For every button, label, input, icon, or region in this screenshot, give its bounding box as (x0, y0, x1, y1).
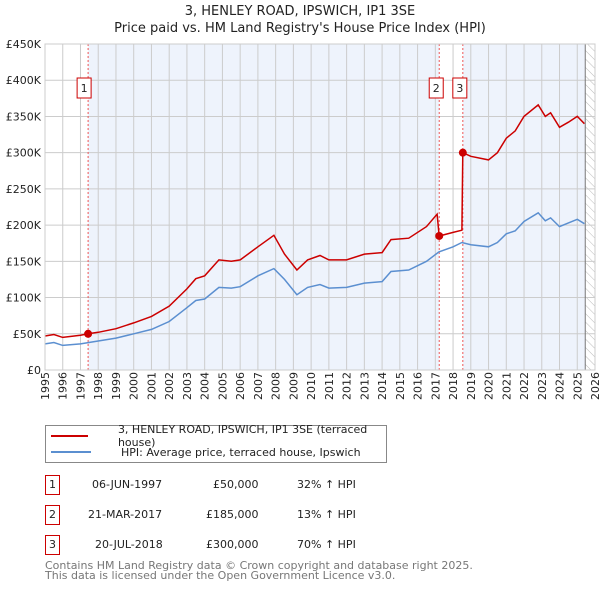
sale-label: 1 (81, 82, 88, 95)
sale-date: 06-JUN-1997 (92, 478, 163, 491)
legend-item-hpi: HPI: Average price, terraced house, Ipsw… (46, 444, 361, 460)
sale-point (84, 329, 93, 338)
x-tick-label: 2020 (483, 372, 496, 400)
sale-marker: 2 (45, 505, 60, 525)
x-tick-label: 2001 (145, 372, 158, 400)
x-tick-label: 2021 (500, 372, 513, 400)
x-tick-label: 2010 (305, 372, 318, 400)
x-tick-label: 2014 (376, 372, 389, 400)
y-tick-label: £100K (6, 292, 42, 305)
plot-border (44, 43, 596, 371)
sale-hpi: 13% ↑ HPI (297, 508, 356, 521)
x-tick-label: 2013 (358, 372, 371, 400)
sale-label-box (428, 77, 444, 99)
x-tick-label: 2024 (554, 372, 567, 400)
sale-label: 3 (456, 82, 463, 95)
sale-point (435, 231, 444, 240)
legend-line-blue (51, 451, 91, 453)
x-tick-label: 2022 (518, 372, 531, 400)
series-line-hpi (44, 211, 585, 347)
sale-hpi: 32% ↑ HPI (297, 478, 356, 491)
forecast-hatch (585, 44, 595, 370)
x-tick-label: 2015 (394, 372, 407, 400)
sale-price: £300,000 (206, 538, 259, 551)
sale-date: 21-MAR-2017 (88, 508, 163, 521)
x-tick-label: 2009 (287, 372, 300, 400)
sale-price: £50,000 (213, 478, 259, 491)
y-tick-label: £300K (6, 147, 42, 160)
footer-line: This data is licensed under the Open Gov… (45, 569, 396, 582)
sale-price: £185,000 (206, 508, 259, 521)
footer: Contains HM Land Registry data © Crown c… (45, 559, 473, 582)
sale-marker: 1 (45, 475, 60, 495)
y-tick-label: £0 (27, 364, 41, 377)
x-tick-label: 2018 (447, 372, 460, 400)
sale-hpi: 70% ↑ HPI (297, 538, 356, 551)
x-tick-label: 1995 (39, 372, 52, 400)
sale-marker: 3 (45, 535, 60, 555)
x-tick-label: 1999 (110, 372, 123, 400)
x-tick-label: 2000 (128, 372, 141, 400)
x-tick-label: 2011 (323, 372, 336, 400)
x-tick-label: 2019 (465, 372, 478, 400)
title-line-1: 3, HENLEY ROAD, IPSWICH, IP1 3SE (184, 4, 416, 19)
legend: 3, HENLEY ROAD, IPSWICH, IP1 3SE (terrac… (45, 423, 387, 463)
price-chart: 1995 1996 1997 1998 1999 2000 2001 2002 2003 2004… (6, 38, 600, 400)
sale-label: 2 (433, 82, 440, 95)
x-tick-label: 2002 (163, 372, 176, 400)
x-tick-label: 2004 (199, 372, 212, 400)
y-tick-label: £450K (6, 38, 42, 51)
x-tick-label: 1997 (74, 372, 87, 400)
x-tick-label: 2007 (252, 372, 265, 400)
sale-date: 20-JUL-2018 (95, 538, 163, 551)
x-tick-label: 2012 (341, 372, 354, 400)
x-tick-label: 2026 (589, 372, 600, 400)
legend-label: HPI: Average price, terraced house, Ipsw… (121, 445, 361, 459)
sale-label-box (452, 77, 468, 99)
x-tick-label: 1998 (92, 372, 105, 400)
x-tick-label: 2005 (216, 372, 229, 400)
y-tick-label: £400K (6, 74, 42, 87)
y-tick-label: £250K (6, 183, 42, 196)
x-tick-label: 2017 (429, 372, 442, 400)
chart-title: 3, HENLEY ROAD, IPSWICH, IP1 3SE Price p… (0, 3, 600, 37)
x-tick-label: 2008 (270, 372, 283, 400)
y-tick-label: £150K (6, 255, 42, 268)
x-tick-label: 2023 (536, 372, 549, 400)
x-tick-label: 2003 (181, 372, 194, 400)
sale-point (458, 148, 467, 157)
legend-line-red (51, 435, 88, 437)
legend-item-property: 3, HENLEY ROAD, IPSWICH, IP1 3SE (terrac… (46, 423, 386, 449)
y-tick-label: £200K (6, 219, 42, 232)
shaded-region (88, 44, 440, 370)
y-tick-label: £350K (6, 110, 42, 123)
x-tick-label: 2025 (571, 372, 584, 400)
y-tick-label: £50K (13, 328, 42, 341)
footer-line: Contains HM Land Registry data © Crown c… (45, 559, 473, 572)
title-line-2: Price paid vs. HM Land Registry's House … (114, 21, 486, 36)
legend-label: 3, HENLEY ROAD, IPSWICH, IP1 3SE (terrac… (117, 423, 368, 449)
x-tick-label: 1996 (57, 372, 70, 400)
x-tick-label: 2006 (234, 372, 247, 400)
series-line-property (44, 103, 585, 339)
sale-label-box (76, 77, 92, 99)
x-tick-label: 2016 (412, 372, 425, 400)
